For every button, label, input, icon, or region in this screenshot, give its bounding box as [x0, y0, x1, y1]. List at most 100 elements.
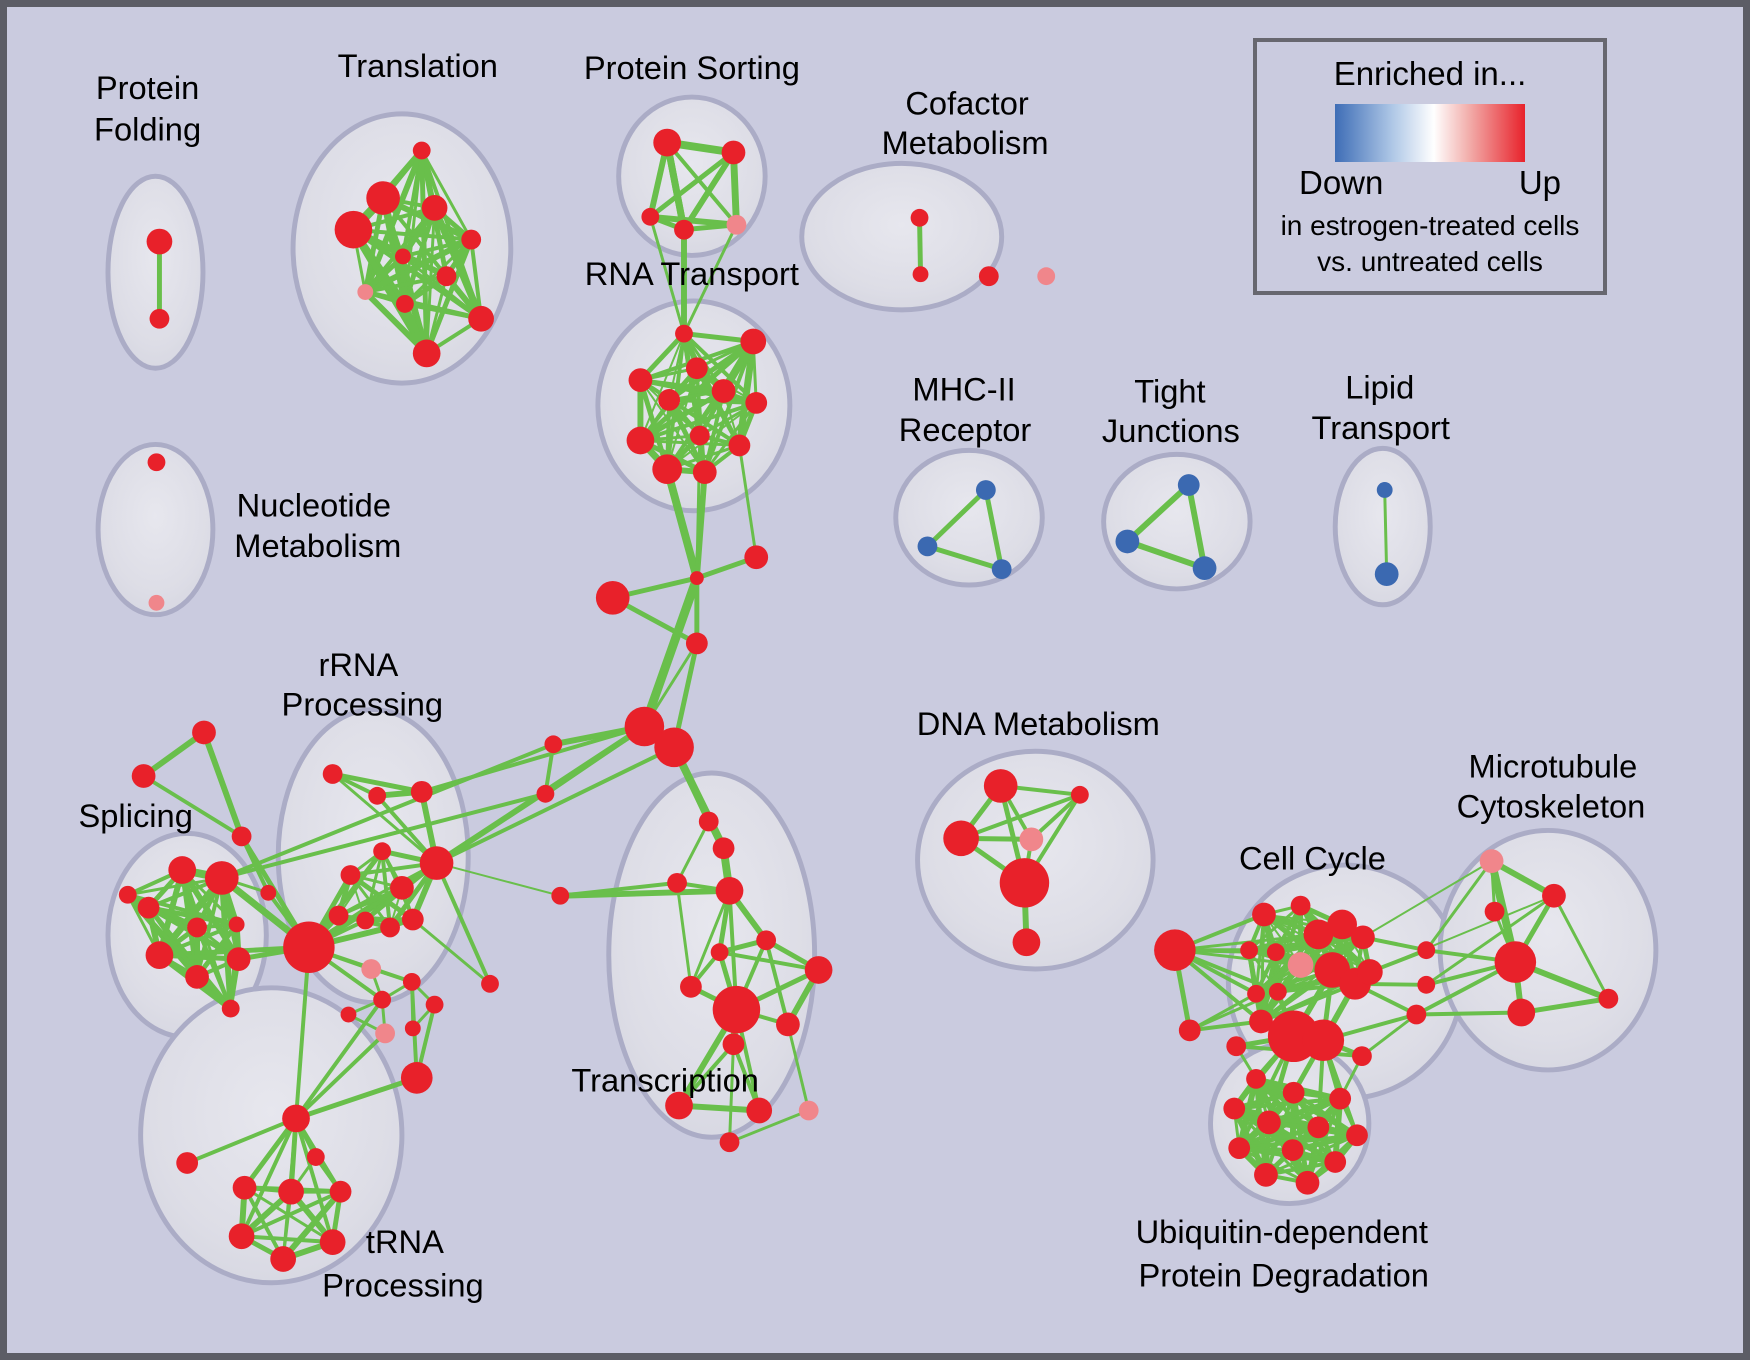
network-edge — [337, 861, 439, 918]
gene-set-node-117 — [1178, 1019, 1201, 1042]
cluster-label-cell-cycle: Cell Cycle — [1239, 840, 1386, 877]
gene-set-node-97 — [719, 1132, 740, 1153]
gene-set-node-4 — [421, 195, 448, 221]
gene-set-node-94 — [665, 1091, 693, 1120]
network-edge — [363, 274, 449, 295]
gene-set-node-126 — [1327, 909, 1357, 940]
network-edge — [1518, 996, 1611, 1016]
gene-set-node-127 — [1351, 925, 1375, 950]
gene-set-node-153 — [1281, 1139, 1304, 1161]
network-edge — [924, 487, 989, 549]
gene-set-node-99 — [912, 266, 929, 283]
gene-set-node-39 — [131, 764, 156, 788]
gene-set-node-143 — [1507, 998, 1536, 1027]
gene-set-node-57 — [390, 875, 414, 900]
gene-set-node-111 — [1070, 785, 1089, 804]
cluster-label-rrna-processing-2: Processing — [282, 685, 444, 722]
gene-set-node-30 — [689, 571, 704, 585]
network-edge — [351, 227, 474, 242]
gene-set-node-102 — [975, 480, 996, 500]
network-edge — [639, 379, 706, 474]
network-edge — [1360, 1013, 1418, 1058]
cluster-label-trna-processing-1: tRNA — [366, 1223, 444, 1260]
gene-set-node-114 — [999, 858, 1050, 908]
network-edge — [717, 950, 821, 972]
cluster-label-splicing: Splicing — [79, 797, 193, 834]
network-edge — [1488, 858, 1557, 899]
gene-set-node-120 — [1240, 941, 1259, 960]
gene-set-node-15 — [641, 207, 660, 226]
gene-set-node-45 — [228, 916, 245, 933]
gene-set-node-26 — [626, 426, 655, 455]
gene-set-node-80 — [270, 1246, 297, 1272]
gene-set-node-9 — [357, 284, 374, 300]
gene-set-node-89 — [804, 956, 833, 984]
network-edge — [411, 918, 492, 986]
gene-set-node-118 — [1252, 902, 1276, 927]
gene-set-node-78 — [228, 1223, 255, 1250]
gene-set-node-156 — [1295, 1170, 1320, 1195]
cluster-label-cofactor-metabolism-1: Cofactor — [905, 85, 1029, 122]
network-edge — [702, 389, 726, 475]
gene-set-node-86 — [551, 886, 570, 905]
network-nodes-layer — [118, 128, 1619, 1272]
gene-set-node-17 — [726, 214, 747, 235]
gene-set-node-32 — [595, 581, 630, 615]
legend-down-label: Down — [1299, 164, 1384, 201]
gene-set-node-103 — [917, 536, 938, 557]
gene-set-node-106 — [1115, 529, 1140, 554]
cluster-label-ubiquitin-degradation-2: Protein Degradation — [1139, 1256, 1429, 1293]
network-edge — [239, 1116, 299, 1239]
gene-set-node-5 — [334, 210, 373, 249]
gene-set-node-92 — [776, 1012, 800, 1037]
gene-set-node-93 — [722, 1033, 745, 1056]
network-edge — [681, 149, 737, 233]
gene-set-node-109 — [1374, 562, 1399, 586]
cluster-labels-layer: Protein Folding Translation Protein Sorting… — [79, 47, 1646, 1303]
gene-set-node-23 — [711, 379, 736, 403]
network-edge — [665, 140, 739, 227]
network-edge — [1259, 932, 1321, 1024]
gene-set-node-47 — [185, 965, 209, 989]
network-edge — [557, 887, 733, 899]
gene-set-node-137 — [1417, 975, 1436, 994]
gene-set-node-62 — [283, 921, 335, 973]
network-edge — [667, 397, 759, 405]
network-edge — [1236, 1124, 1321, 1151]
gene-set-node-44 — [187, 917, 207, 938]
network-edge — [185, 1116, 299, 1165]
gene-set-node-50 — [118, 885, 137, 904]
cluster-label-trna-processing-2: Processing — [322, 1266, 484, 1303]
cluster-label-lipid-transport-2: Transport — [1311, 409, 1450, 446]
gene-set-node-91 — [712, 985, 761, 1034]
network-edge — [639, 332, 685, 442]
network-edge — [647, 213, 740, 228]
gene-set-node-19 — [740, 328, 767, 355]
cluster-label-nucleotide-metabolism-1: Nucleotide — [237, 486, 391, 523]
cluster-ellipse-lipid-transport — [1332, 445, 1433, 608]
cluster-ellipse-microtubule-cytoskeleton — [1437, 827, 1659, 1073]
gene-set-node-6 — [461, 229, 482, 250]
gene-set-node-13 — [653, 128, 682, 157]
network-edge — [201, 729, 245, 840]
gene-set-node-154 — [1324, 1151, 1347, 1173]
gene-set-node-61 — [380, 917, 400, 938]
gene-set-node-22 — [658, 389, 681, 411]
gene-set-node-42 — [204, 861, 239, 895]
gene-set-node-145 — [1246, 1068, 1266, 1089]
cluster-label-microtubule-cytoskeleton-1: Microtubule — [1469, 748, 1638, 785]
gene-set-node-112 — [943, 820, 979, 857]
gene-set-node-98 — [910, 208, 929, 227]
gene-set-node-16 — [674, 219, 694, 240]
gene-set-node-100 — [978, 266, 999, 287]
legend-up-label: Up — [1518, 164, 1561, 201]
cluster-label-mhc-ii-receptor-1: MHC-II — [912, 371, 1015, 408]
network-edge — [1368, 894, 1555, 973]
gene-set-node-40 — [231, 826, 252, 847]
network-edge — [218, 874, 234, 1012]
gene-set-node-52 — [322, 764, 343, 784]
gene-set-node-37 — [536, 784, 555, 803]
network-edge — [786, 1022, 811, 1113]
gene-set-node-35 — [654, 727, 694, 768]
